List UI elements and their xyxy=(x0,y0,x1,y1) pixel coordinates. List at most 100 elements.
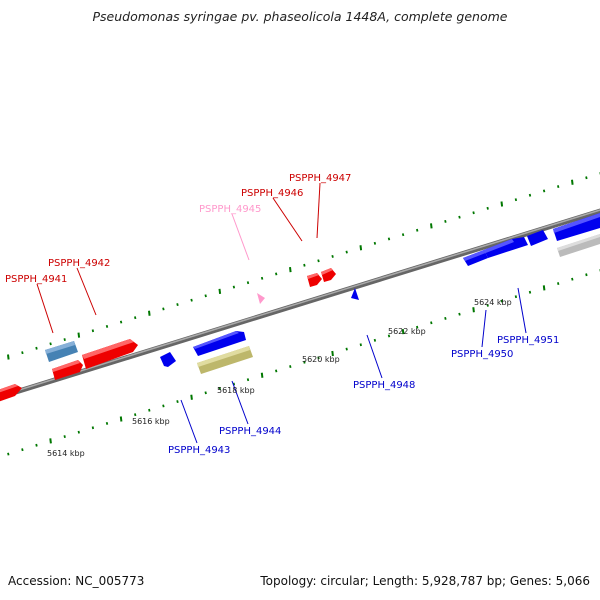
tick-mark xyxy=(246,378,250,382)
tick-mark xyxy=(134,413,137,417)
map-title: Pseudomonas syringae pv. phaseolicola 14… xyxy=(92,9,508,24)
tick-mark xyxy=(49,438,52,444)
tick-mark xyxy=(373,338,377,342)
feature-reverse-4950 xyxy=(463,237,528,266)
tick-mark xyxy=(91,426,95,430)
tick-mark xyxy=(557,282,560,286)
kbp-label-5616: 5616 kbp xyxy=(132,417,170,426)
feature-gray-4951 xyxy=(557,234,600,257)
tick-mark xyxy=(387,334,391,338)
tick-mark xyxy=(49,342,52,346)
gene-label-4943: PSPPH_4943 xyxy=(168,445,230,456)
tick-mark xyxy=(148,408,151,412)
tick-mark xyxy=(317,356,320,360)
feature-forward-left-edge xyxy=(0,384,22,402)
tick-row-forward xyxy=(7,172,600,360)
tick-mark xyxy=(63,435,66,439)
tick-mark xyxy=(444,219,447,223)
tick-mark xyxy=(91,329,95,333)
tick-mark xyxy=(148,310,151,316)
tick-mark xyxy=(162,307,165,311)
tick-mark xyxy=(105,324,109,328)
tick-mark xyxy=(401,328,405,335)
tick-mark xyxy=(373,241,377,245)
tick-mark xyxy=(345,347,348,351)
gene-label-4944: PSPPH_4944 xyxy=(219,426,281,437)
tick-mark xyxy=(7,452,10,456)
tick-mark xyxy=(218,386,221,390)
feature-forward-4947 xyxy=(321,268,336,282)
tick-mark xyxy=(289,365,292,369)
tick-mark xyxy=(571,179,574,185)
gene-label-4947: PSPPH_4947 xyxy=(289,173,351,184)
tick-mark xyxy=(317,259,320,263)
tick-mark xyxy=(176,303,179,307)
leader-4945 xyxy=(231,213,250,261)
tick-mark xyxy=(430,223,433,229)
tick-mark xyxy=(105,421,109,425)
tick-mark xyxy=(190,394,193,400)
tick-mark xyxy=(204,391,207,395)
tick-mark xyxy=(77,430,80,434)
tick-mark xyxy=(77,332,81,338)
accession-label: Accession: NC_005773 xyxy=(8,574,145,588)
tick-mark xyxy=(119,320,123,324)
tick-mark xyxy=(486,303,489,307)
leader-4951 xyxy=(517,287,527,334)
gene-label-4946: PSPPH_4946 xyxy=(241,188,303,199)
kbp-label-5614: 5614 kbp xyxy=(47,449,85,458)
gene-label-4951: PSPPH_4951 xyxy=(497,335,559,346)
feature-reverse-4948 xyxy=(351,288,359,300)
feature-reverse-4943 xyxy=(160,352,176,367)
tick-mark xyxy=(571,277,574,281)
gene-label-4945: PSPPH_4945 xyxy=(199,204,261,215)
gene-label-4942: PSPPH_4942 xyxy=(48,258,110,269)
tick-mark xyxy=(35,346,38,350)
tick-mark xyxy=(331,350,334,357)
tick-mark xyxy=(303,263,306,267)
leader-4942 xyxy=(76,267,97,316)
tick-mark xyxy=(331,254,334,258)
tick-mark xyxy=(176,400,179,404)
tick-mark xyxy=(585,273,588,277)
tick-mark xyxy=(119,416,123,422)
tick-mark xyxy=(204,294,207,298)
tick-mark xyxy=(472,211,475,215)
tick-mark xyxy=(387,237,391,241)
feature-forward-4942 xyxy=(82,339,138,369)
gene-label-4950: PSPPH_4950 xyxy=(451,349,513,360)
tick-mark xyxy=(303,360,306,364)
feature-forward-4946 xyxy=(307,273,322,287)
kbp-label-5618: 5618 kbp xyxy=(217,386,255,395)
tick-row-reverse xyxy=(7,269,600,456)
gene-label-4941: PSPPH_4941 xyxy=(5,274,67,285)
feature-reverse-4944 xyxy=(193,331,246,356)
tick-mark xyxy=(557,185,560,189)
tick-mark xyxy=(472,307,475,313)
tick-mark xyxy=(260,372,264,378)
tick-mark xyxy=(430,321,433,325)
tick-mark xyxy=(486,206,489,210)
leader-4943 xyxy=(180,399,198,444)
tick-mark xyxy=(585,176,588,180)
leader-4948 xyxy=(366,334,383,379)
genome-backbone xyxy=(0,208,600,400)
feature-rna-4944 xyxy=(197,346,253,374)
kbp-label-5622: 5622 kbp xyxy=(388,327,426,336)
leader-4941 xyxy=(36,283,54,334)
tick-mark xyxy=(416,228,419,232)
tick-mark xyxy=(528,290,532,294)
tick-mark xyxy=(218,288,222,295)
leader-4946 xyxy=(272,197,303,242)
tick-mark xyxy=(162,404,165,408)
tick-mark xyxy=(359,343,362,347)
tick-mark xyxy=(21,448,24,452)
kbp-label-5620: 5620 kbp xyxy=(302,355,340,364)
topology-summary: Topology: circular; Length: 5,928,787 bp… xyxy=(260,574,590,588)
tick-mark xyxy=(21,351,24,355)
leader-lines xyxy=(36,182,527,444)
feature-reverse-4951 xyxy=(527,213,600,246)
tick-mark xyxy=(359,245,363,251)
tick-mark xyxy=(458,312,461,316)
